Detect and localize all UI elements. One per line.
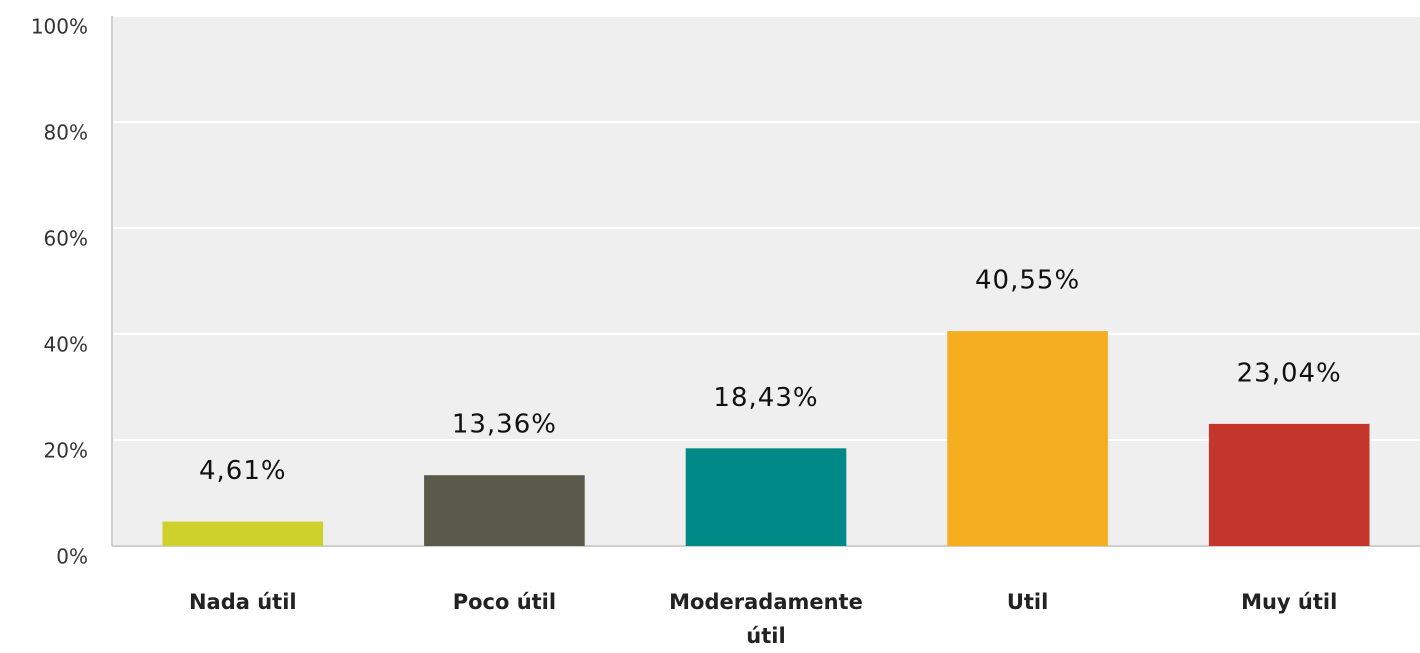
- y-tick-label: 100%: [31, 15, 88, 39]
- y-tick-label: 80%: [44, 121, 88, 145]
- bar: [424, 475, 585, 546]
- value-label: 13,36%: [452, 410, 557, 440]
- value-label: 23,04%: [1237, 358, 1342, 388]
- y-tick-label: 0%: [56, 545, 88, 569]
- bar: [685, 448, 847, 546]
- value-label: 40,55%: [975, 266, 1080, 296]
- x-tick-label: Util: [1006, 590, 1049, 614]
- x-tick-label: Poco útil: [452, 590, 557, 614]
- bar: [1208, 423, 1370, 546]
- x-tick-label: Nada útil: [188, 590, 297, 614]
- bar: [162, 521, 324, 546]
- value-label: 4,61%: [199, 456, 287, 486]
- value-label: 18,43%: [713, 383, 818, 413]
- bar: [947, 331, 1108, 546]
- x-tick-label: Moderadamente útil: [669, 590, 863, 648]
- y-tick-label: 60%: [44, 227, 88, 251]
- y-tick-label: 20%: [44, 439, 88, 463]
- x-tick-label: Muy útil: [1241, 590, 1338, 614]
- y-tick-label: 40%: [44, 333, 88, 357]
